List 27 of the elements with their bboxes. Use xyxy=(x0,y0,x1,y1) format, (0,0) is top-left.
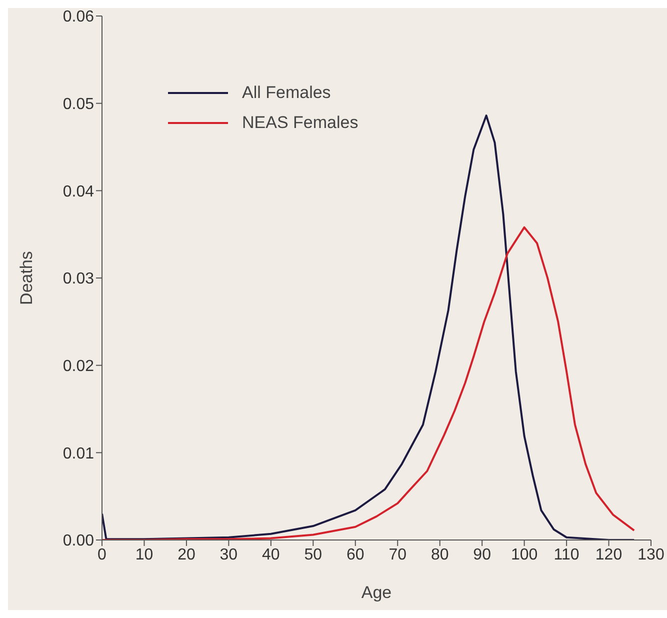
x-tick-label: 100 xyxy=(510,546,538,564)
y-axis-title: Deaths xyxy=(17,251,36,305)
x-tick-label: 30 xyxy=(220,546,238,564)
x-tick-label: 70 xyxy=(388,546,407,564)
x-tick-label: 60 xyxy=(346,546,364,564)
legend-label: NEAS Females xyxy=(242,112,358,134)
line-series xyxy=(102,114,636,540)
y-tick-label: 0.03 xyxy=(62,270,94,288)
x-tick-label: 120 xyxy=(595,546,622,564)
y-tick-label: 0.01 xyxy=(62,445,94,462)
y-tick-label: 0.02 xyxy=(62,358,94,376)
line-series xyxy=(102,226,636,540)
x-tick-label: 90 xyxy=(473,546,492,564)
x-tick-label: 50 xyxy=(304,546,322,564)
x-tick-label: 130 xyxy=(638,546,664,564)
x-tick-label: 10 xyxy=(135,546,154,564)
y-tick-label: 0.00 xyxy=(62,532,94,550)
x-axis-title: Age xyxy=(361,583,392,602)
x-tick-label: 0 xyxy=(98,546,107,564)
x-tick-label: 110 xyxy=(554,546,580,564)
y-tick-label: 0.05 xyxy=(62,96,94,114)
legend-label: All Females xyxy=(242,82,331,104)
x-tick-label: 20 xyxy=(178,546,196,564)
y-tick-label: 0.04 xyxy=(62,183,94,200)
x-tick-label: 40 xyxy=(262,546,280,564)
x-tick-label: 80 xyxy=(430,546,449,564)
y-tick-label: 0.06 xyxy=(62,8,94,26)
